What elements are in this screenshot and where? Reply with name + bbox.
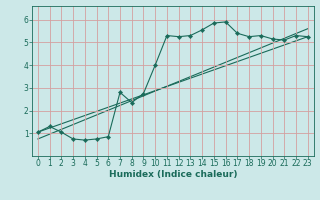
X-axis label: Humidex (Indice chaleur): Humidex (Indice chaleur) — [108, 170, 237, 179]
